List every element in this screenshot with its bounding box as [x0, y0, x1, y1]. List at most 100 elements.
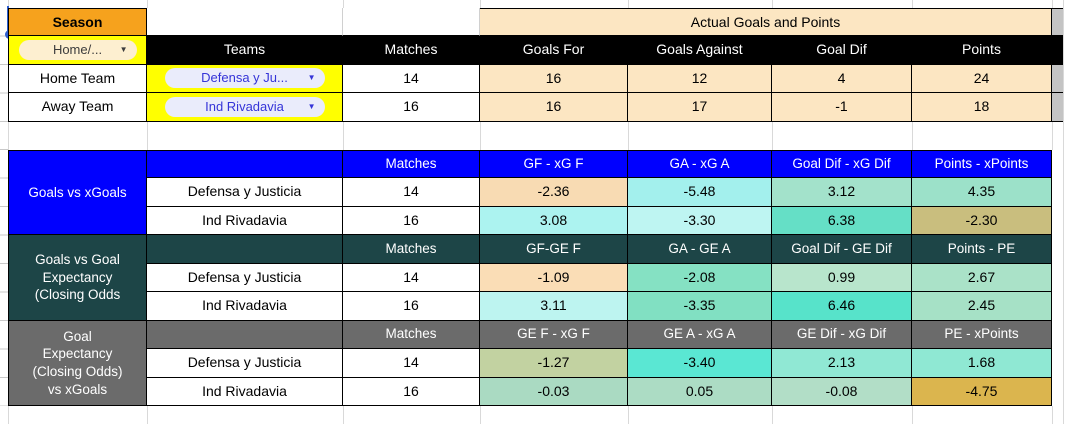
team-cell: Defensa y Justicia: [147, 178, 343, 207]
away-goal-dif-value: -1: [835, 98, 848, 115]
value-cell: -0.08: [772, 377, 912, 407]
away-team-dropdown[interactable]: Ind Rivadavia ▼: [164, 96, 325, 117]
points-header-label: Points: [962, 41, 1001, 58]
value: -1.27: [537, 354, 570, 371]
section-header-spacer: [147, 235, 343, 264]
away-goals-against-value: 17: [691, 98, 708, 115]
actual-goals-points-header: Actual Goals and Points: [480, 8, 1052, 37]
value-cell: -3.30: [628, 206, 772, 236]
home-team-dropdown-label: Defensa y Ju...: [201, 70, 288, 86]
team-cell: Ind Rivadavia: [147, 377, 343, 407]
value-cell: -3.40: [628, 349, 772, 378]
away-team-label: Away Team: [41, 98, 114, 115]
away-points-value: 18: [973, 98, 990, 115]
value: -0.08: [825, 382, 858, 399]
value-cell: 3.11: [480, 292, 628, 321]
value: 0.05: [685, 382, 714, 399]
value-cell: -1.09: [480, 263, 628, 293]
top-table: Season Actual Goals and Points Home/... …: [8, 8, 1052, 122]
away-goal-dif-cell: -1: [772, 93, 912, 122]
value-cell: -4.75: [912, 377, 1052, 407]
section-col-header: Points - xPoints: [912, 150, 1052, 179]
value: 4.35: [967, 183, 996, 200]
away-goals-for-cell: 16: [480, 93, 628, 122]
team-name: Defensa y Justicia: [187, 354, 302, 371]
home-away-dropdown[interactable]: Home/... ▼: [18, 40, 137, 61]
away-goals-against-cell: 17: [628, 93, 772, 122]
matches-value: 14: [403, 354, 419, 371]
home-team-select-cell: Defensa y Ju... ▼: [147, 64, 343, 94]
value-cell: -3.35: [628, 292, 772, 321]
col-header-label: GE A - xG A: [663, 326, 736, 342]
right-strip-row1: [1052, 8, 1063, 37]
section-goal-expectancy-vs-xgoals: Goal Expectancy (Closing Odds) vs xGoals…: [8, 320, 1052, 407]
value: 6.38: [827, 211, 856, 228]
team-name: Defensa y Justicia: [187, 183, 302, 200]
matches-cell: 16: [343, 377, 480, 407]
chevron-down-icon: ▼: [119, 45, 128, 55]
value: 2.45: [967, 297, 996, 314]
matches-cell: 16: [343, 206, 480, 236]
value-cell: 6.46: [772, 292, 912, 321]
col-header-label: GF - xG F: [523, 155, 584, 171]
away-team-select-cell: Ind Rivadavia ▼: [147, 93, 343, 122]
value: -0.03: [537, 382, 570, 399]
away-goals-for-value: 16: [545, 98, 562, 115]
value-cell: 4.35: [912, 178, 1052, 207]
season-label: Season: [52, 13, 103, 30]
value: -5.48: [683, 183, 716, 200]
teams-column-header: Teams: [147, 36, 343, 65]
matches-cell: 16: [343, 292, 480, 321]
home-team-dropdown[interactable]: Defensa y Ju... ▼: [164, 68, 325, 89]
matches-value: 16: [403, 211, 419, 228]
team-cell: Ind Rivadavia: [147, 206, 343, 236]
value-cell: 0.05: [628, 377, 772, 407]
goal-dif-column-header: Goal Dif: [772, 36, 912, 65]
value: 2.67: [967, 268, 996, 285]
col-header-label: GF-GE F: [526, 240, 581, 256]
matches-cell: 14: [343, 263, 480, 293]
gridlines-bottom-band: [8, 406, 1053, 424]
away-matches-cell: 16: [343, 93, 480, 122]
value: 3.08: [539, 211, 568, 228]
col-header-label: Goal Dif - xG Dif: [792, 155, 891, 171]
value: 1.68: [967, 354, 996, 371]
home-team-row-label: Home Team: [8, 64, 147, 94]
home-goals-for-cell: 16: [480, 64, 628, 94]
section-col-header: GA - xG A: [628, 150, 772, 179]
teams-header-label: Teams: [223, 41, 266, 58]
matches-column-header: Matches: [343, 36, 480, 65]
col-header-label: Points - PE: [947, 240, 1016, 256]
value-cell: 0.99: [772, 263, 912, 293]
value-cell: -2.08: [628, 263, 772, 293]
section-header-spacer: [147, 150, 343, 179]
home-away-cell: Home/... ▼: [8, 36, 147, 65]
section-col-header: PE - xPoints: [912, 320, 1052, 350]
home-goal-dif-value: 4: [837, 69, 846, 86]
section-matches-header: Matches: [343, 235, 480, 264]
value: 2.13: [827, 354, 856, 371]
value-cell: 1.68: [912, 349, 1052, 378]
col-header-label: GA - GE A: [668, 240, 731, 256]
value-cell: -0.03: [480, 377, 628, 407]
col-header-label: GE Dif - xG Dif: [796, 326, 887, 342]
home-goals-against-value: 12: [691, 69, 708, 86]
section-col-header: GF - xG F: [480, 150, 628, 179]
team-cell: Defensa y Justicia: [147, 349, 343, 378]
matches-value: 16: [403, 382, 419, 399]
value-cell: 6.38: [772, 206, 912, 236]
away-points-cell: 18: [912, 93, 1052, 122]
team-name: Ind Rivadavia: [202, 382, 287, 399]
value: -1.09: [537, 268, 570, 285]
home-goals-against-cell: 12: [628, 64, 772, 94]
col-header-label: Goal Dif - GE Dif: [791, 240, 892, 256]
value: -2.30: [965, 211, 998, 228]
home-away-dropdown-label: Home/...: [52, 41, 103, 57]
section-goals-vs-xgoals: Goals vs xGoals Matches GF - xG F GA - x…: [8, 150, 1052, 236]
section-label-text: Goals vs Goal Expectancy (Closing Odds: [34, 252, 121, 303]
actual-goals-points-label: Actual Goals and Points: [690, 13, 841, 30]
right-strip-row4: [1052, 93, 1063, 122]
col-header-label: PE - xPoints: [944, 326, 1019, 342]
matches-value: 14: [403, 268, 419, 285]
